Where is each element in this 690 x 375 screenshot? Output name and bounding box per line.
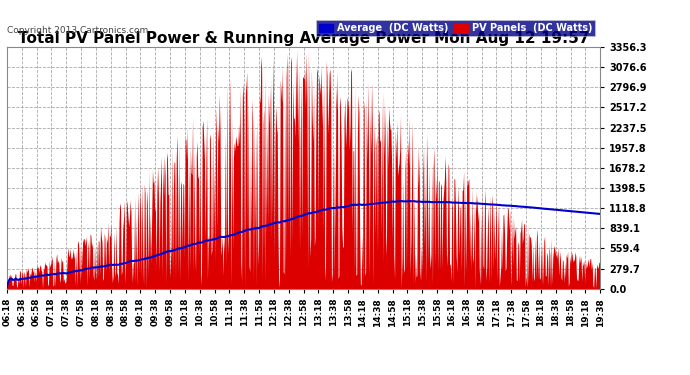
Title: Total PV Panel Power & Running Average Power Mon Aug 12 19:57: Total PV Panel Power & Running Average P… [18,31,589,46]
Text: Copyright 2013 Cartronics.com: Copyright 2013 Cartronics.com [7,26,148,35]
Legend: Average  (DC Watts), PV Panels  (DC Watts): Average (DC Watts), PV Panels (DC Watts) [316,20,595,36]
